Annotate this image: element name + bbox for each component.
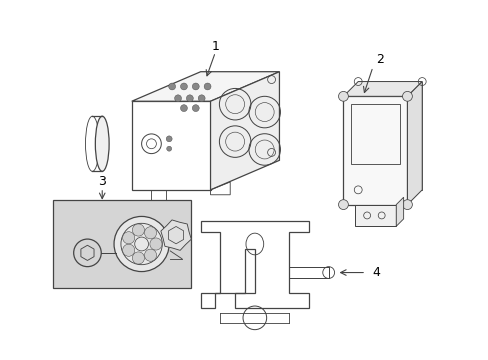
Bar bbox=[53, 200, 190, 288]
Circle shape bbox=[114, 216, 169, 271]
Circle shape bbox=[144, 227, 156, 239]
Circle shape bbox=[192, 105, 199, 112]
Circle shape bbox=[132, 224, 144, 236]
Bar bbox=[354, 204, 395, 226]
Bar bbox=[350, 104, 399, 164]
Text: 3: 3 bbox=[98, 175, 106, 189]
Circle shape bbox=[166, 146, 171, 151]
Circle shape bbox=[166, 136, 172, 142]
Circle shape bbox=[186, 95, 193, 102]
Circle shape bbox=[122, 244, 135, 256]
Circle shape bbox=[122, 232, 135, 244]
Polygon shape bbox=[343, 82, 421, 96]
Polygon shape bbox=[358, 82, 421, 190]
Polygon shape bbox=[407, 82, 421, 204]
Circle shape bbox=[203, 83, 211, 90]
Text: 1: 1 bbox=[211, 40, 219, 53]
Circle shape bbox=[192, 83, 199, 90]
Ellipse shape bbox=[95, 116, 109, 171]
Circle shape bbox=[150, 238, 162, 250]
Circle shape bbox=[180, 105, 187, 112]
Text: 2: 2 bbox=[375, 53, 383, 66]
Circle shape bbox=[338, 200, 347, 210]
Circle shape bbox=[174, 95, 181, 102]
Circle shape bbox=[144, 249, 156, 261]
Polygon shape bbox=[343, 96, 407, 204]
Circle shape bbox=[180, 83, 187, 90]
Polygon shape bbox=[210, 72, 279, 190]
Text: 4: 4 bbox=[371, 266, 379, 279]
Polygon shape bbox=[395, 197, 403, 226]
Circle shape bbox=[338, 91, 347, 101]
Circle shape bbox=[402, 91, 411, 101]
Polygon shape bbox=[131, 72, 279, 101]
Polygon shape bbox=[161, 220, 191, 250]
Circle shape bbox=[198, 95, 204, 102]
Circle shape bbox=[168, 83, 175, 90]
Circle shape bbox=[132, 252, 144, 264]
Circle shape bbox=[402, 200, 411, 210]
